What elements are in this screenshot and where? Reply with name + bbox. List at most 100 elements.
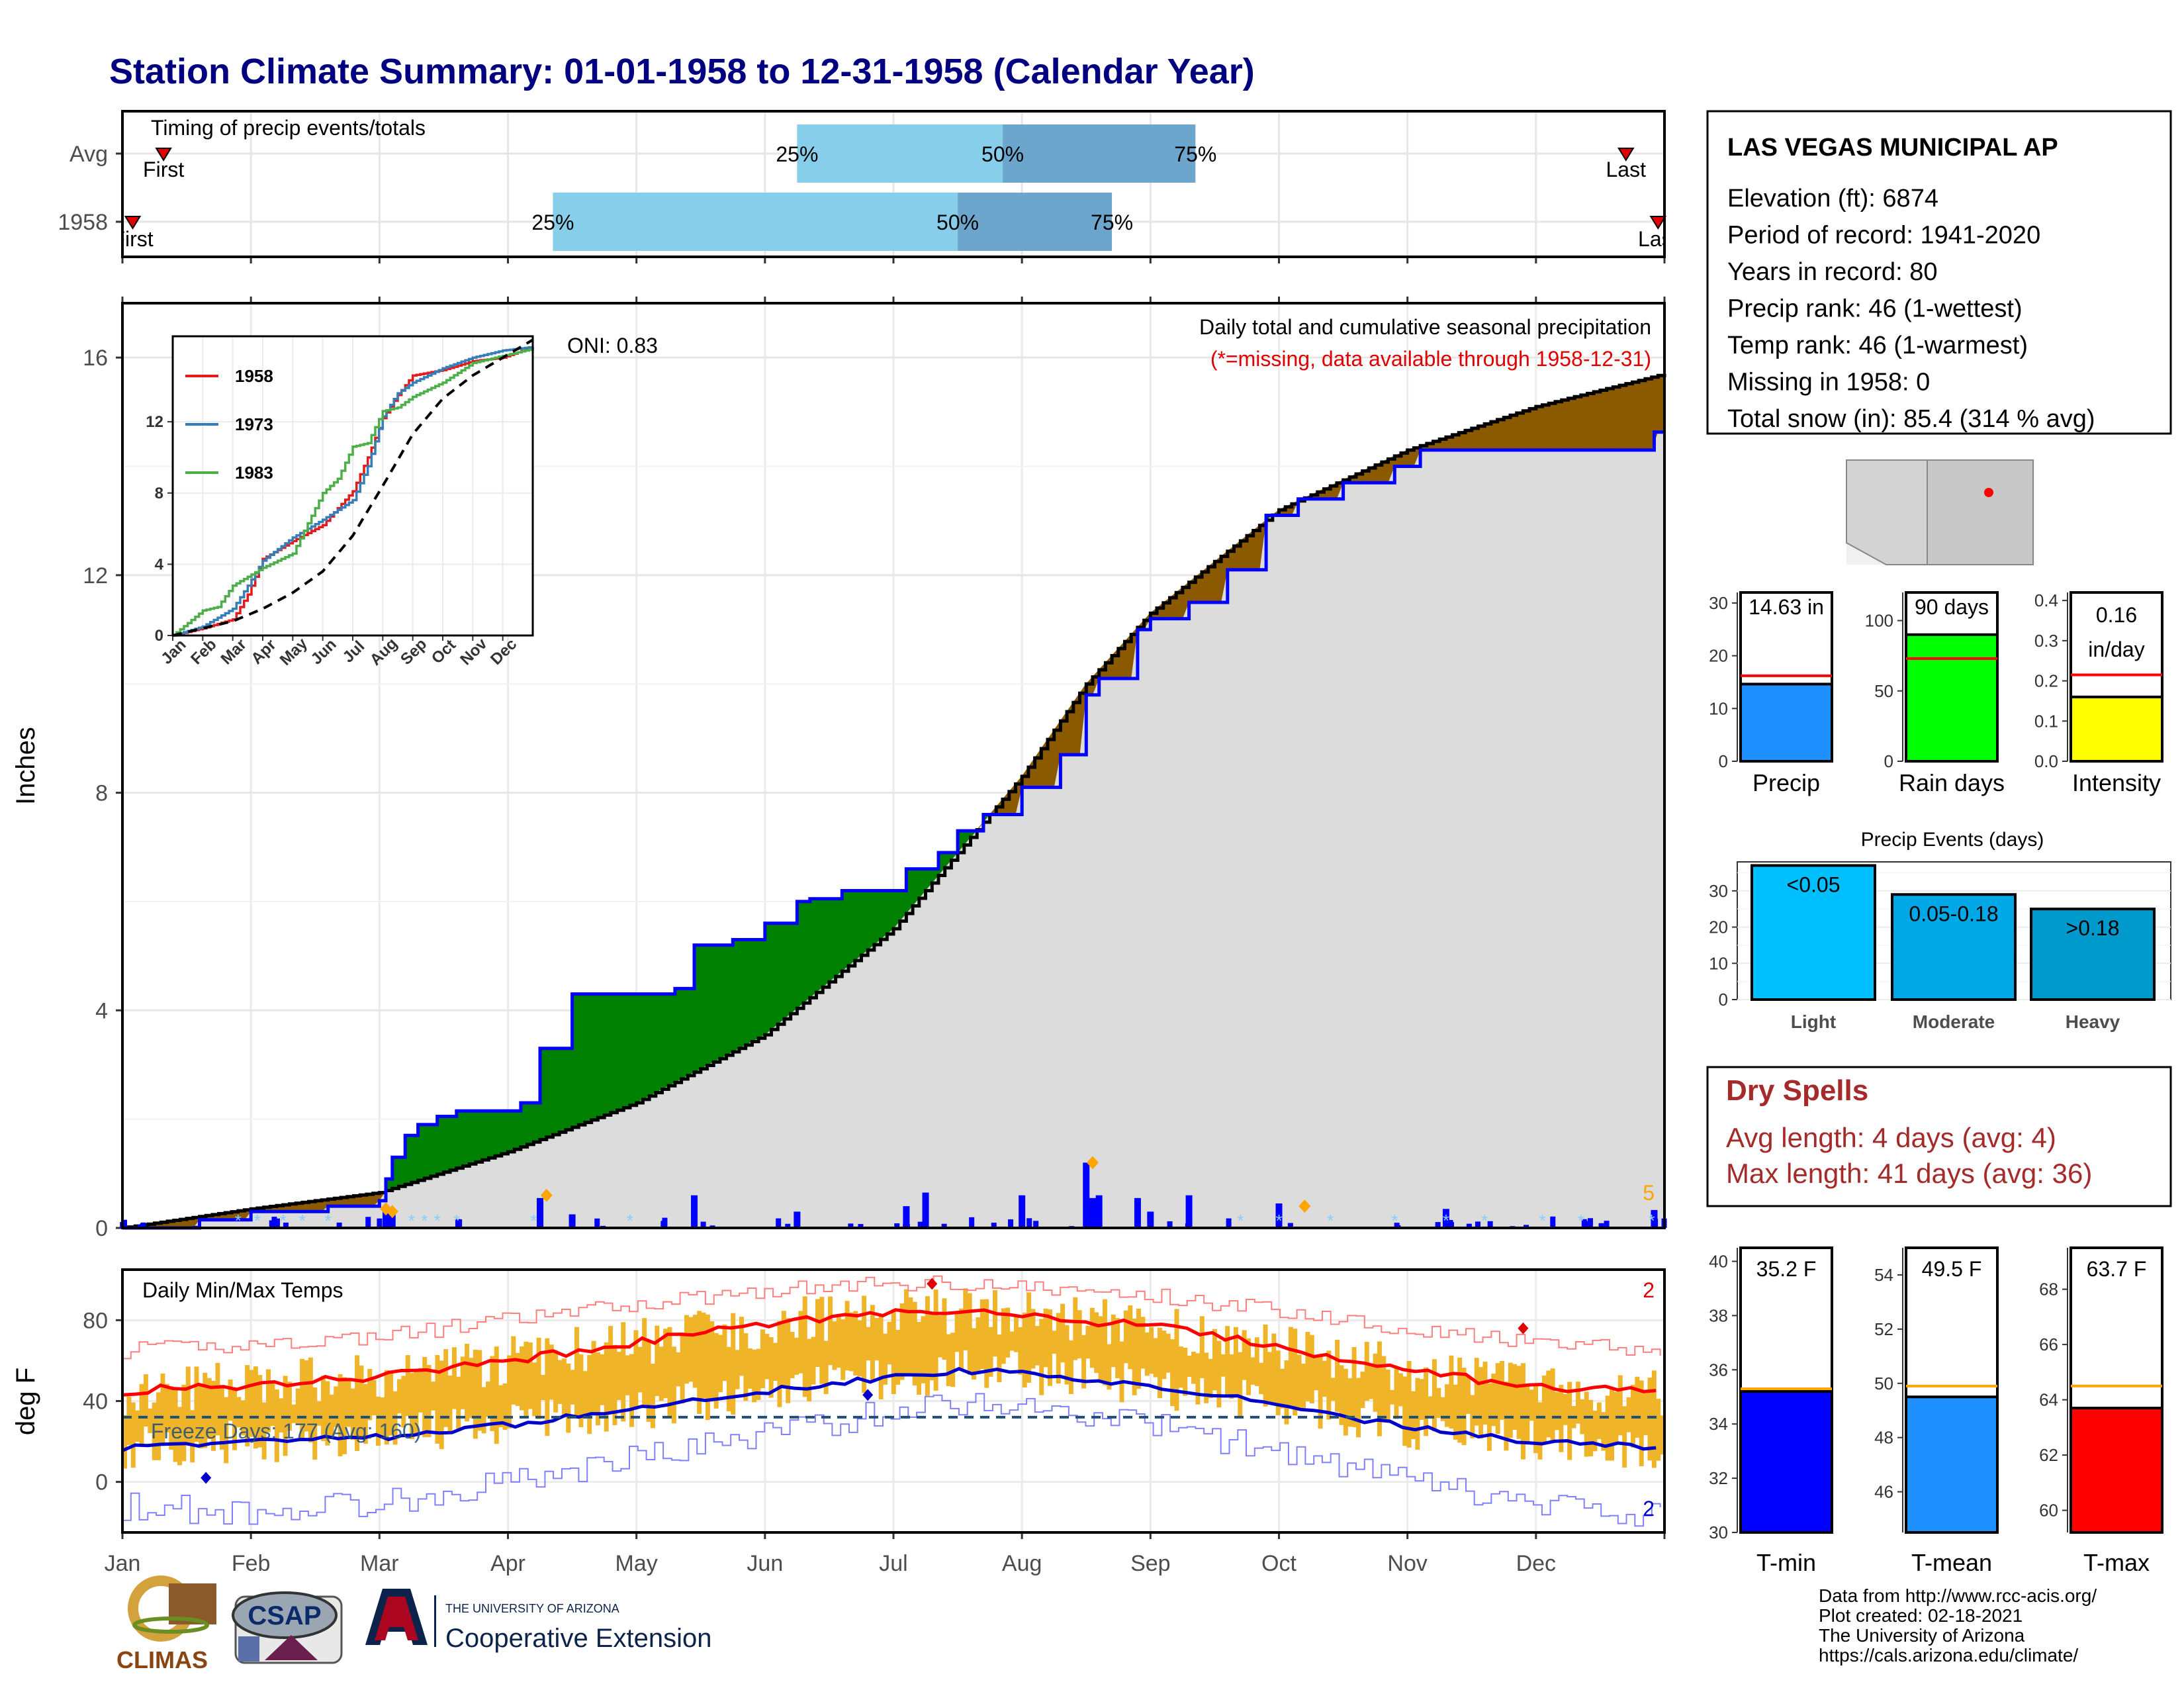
daily-temp-bar [1415,1378,1420,1450]
station-name: LAS VEGAS MUNICIPAL AP [1727,134,2058,162]
above-average-area [514,1110,522,1150]
daily-temp-bar [756,1348,761,1400]
daily-temp-bar [621,1322,626,1422]
above-average-area [822,898,830,988]
extreme-precip-marker [386,1205,398,1219]
timing-bar-50-75 [958,193,1113,251]
daily-temp-bar [396,1379,402,1414]
temp-y-axis-label: deg F [11,1368,40,1435]
daily-temp-bar [1322,1360,1327,1397]
above-average-area [719,945,727,1060]
daily-temp-bar [1580,1399,1585,1434]
above-average-area [662,994,669,1090]
daily-temp-bar [1541,1375,1547,1443]
daily-temp-bar [1250,1357,1255,1385]
daily-temp-bar [447,1375,453,1432]
bar-category-label: Precip [1752,769,1820,796]
above-average-area [784,923,792,1020]
snow-marker: * [530,1211,537,1231]
avg-min-line [122,1366,1657,1452]
daily-temp-bar [1381,1356,1387,1420]
daily-precip-bar [700,1221,706,1228]
precip-bar-chart-2: 0.0 0.1 0.2 0.3 0.4 0.16 in/day Intensity [2034,590,2163,796]
daily-temp-bar [903,1289,909,1377]
daily-precip-bar [1026,1218,1032,1228]
events-y-tick-label: 0 [1719,990,1728,1009]
daily-temp-bar [1005,1307,1011,1358]
daily-precip-bar [1653,1219,1659,1228]
daily-temp-bar [984,1299,989,1388]
month-label: Mar [360,1551,399,1576]
above-average-area [745,939,752,1046]
bar-y-tick-label: 0.2 [2034,671,2058,691]
bar-y-tick-label: 30 [1709,1523,1728,1542]
daily-temp-bar [1347,1378,1353,1427]
daily-temp-bar [1043,1308,1048,1368]
daily-temp-bar [946,1334,951,1386]
precip-y-tick-label: 12 [83,563,108,588]
below-average-area [1593,389,1601,451]
bar-value-label: 35.2 F [1756,1257,1817,1281]
month-label: Oct [1261,1551,1297,1576]
above-average-area [674,988,682,1084]
snow-marker: * [254,1211,261,1231]
above-average-area [508,1110,515,1152]
record-low-count: 2 [1643,1497,1655,1521]
daily-temp-bar [341,1377,347,1454]
daily-temp-bar [1424,1367,1429,1436]
station-info-line: Temp rank: 46 (1-warmest) [1727,332,2028,359]
above-average-area [649,994,657,1097]
daily-temp-bar [701,1312,706,1399]
summary-bar [2070,1407,2163,1534]
daily-temp-bar [604,1342,609,1432]
daily-temp-bar [1254,1337,1259,1386]
daily-temp-bar [236,1397,242,1428]
daily-temp-bar [958,1308,964,1371]
above-average-area [411,1135,419,1183]
above-average-area [790,923,797,1015]
event-category-label: Moderate [1913,1011,1995,1032]
daily-temp-bar [388,1372,394,1436]
daily-temp-bar [718,1335,723,1393]
timing-bar-50-75 [1003,124,1196,183]
daily-precip-bar [1442,1209,1449,1228]
daily-precip-bar [785,1223,791,1228]
daily-temp-bar [1288,1327,1293,1407]
daily-temp-bar [300,1358,305,1441]
above-average-area [501,1110,508,1154]
bar-value-label: in/day [2088,637,2144,661]
daily-temp-bar [553,1350,559,1413]
ua-a-inner [375,1597,418,1640]
precip-plot-border [121,302,1666,1229]
daily-temp-bar [469,1358,474,1419]
ua-small-text: THE UNIVERSITY OF ARIZONA [445,1602,619,1615]
daily-precip-bar [1435,1222,1441,1228]
daily-temp-bar [1482,1361,1488,1425]
daily-temp-bar [841,1319,846,1380]
daily-precip-bar [941,1223,947,1228]
daily-precip-bar [138,1224,144,1228]
daily-temp-bar [1398,1373,1403,1407]
daily-temp-bar [1293,1329,1298,1416]
daily-temp-bar [261,1402,267,1460]
extreme-precip-marker [540,1188,553,1202]
daily-temp-bar [1246,1338,1251,1395]
summary-bar [2070,695,2163,763]
daily-temp-bar [862,1295,867,1393]
precip-y-tick-label: 0 [95,1216,108,1241]
daily-precip-bar [1095,1195,1103,1228]
daily-temp-bar [1001,1308,1006,1364]
summary-bar [1905,1395,1999,1534]
precip-y-axis-label: Inches [11,727,40,805]
daily-temp-bar [1259,1362,1264,1395]
daily-temp-bar [836,1317,841,1368]
daily-temp-bar [443,1349,449,1427]
daily-temp-bar [206,1378,212,1439]
daily-precip-bar [1581,1219,1587,1228]
daily-temp-bar [988,1327,993,1377]
daily-temp-bar [511,1336,516,1405]
bar-y-tick-label: 68 [2039,1280,2058,1299]
dry-spells-max: Max length: 41 days (avg: 36) [1726,1158,2092,1189]
daily-temp-bar [709,1321,715,1399]
